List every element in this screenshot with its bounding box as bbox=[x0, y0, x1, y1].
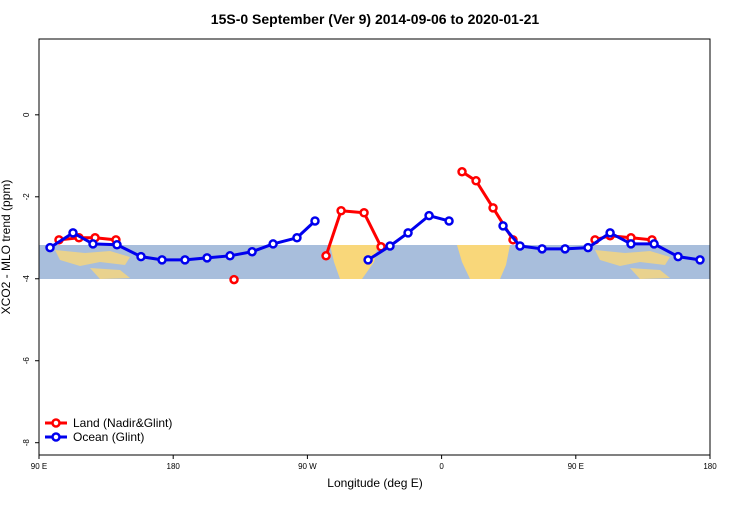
data-point bbox=[498, 221, 508, 231]
y-tick-label: -2 bbox=[22, 193, 31, 201]
data-point bbox=[403, 228, 413, 238]
y-tick-label: -6 bbox=[22, 357, 31, 365]
x-tick-label: 90 E bbox=[568, 462, 584, 471]
data-point bbox=[310, 216, 320, 226]
data-point bbox=[363, 255, 373, 265]
x-tick-label: 90 E bbox=[31, 462, 47, 471]
data-point bbox=[292, 233, 302, 243]
plot-frame bbox=[38, 38, 711, 456]
data-point bbox=[560, 244, 570, 254]
data-point bbox=[68, 228, 78, 238]
data-point bbox=[537, 244, 547, 254]
data-point bbox=[88, 239, 98, 249]
x-tick-label: 180 bbox=[703, 462, 717, 471]
data-point bbox=[202, 253, 212, 263]
data-point bbox=[695, 255, 705, 265]
data-point bbox=[626, 239, 636, 249]
data-point bbox=[359, 208, 369, 218]
data-point bbox=[247, 246, 257, 257]
x-tick-label: 90 W bbox=[298, 462, 317, 471]
map-band bbox=[39, 245, 710, 279]
y-tick-label: 0 bbox=[22, 112, 31, 117]
data-point bbox=[336, 205, 346, 216]
data-point bbox=[515, 241, 525, 251]
data-point bbox=[471, 176, 481, 186]
data-point bbox=[457, 167, 467, 177]
y-tick-label: -8 bbox=[22, 439, 31, 447]
legend-label: Land (Nadir&Glint) bbox=[73, 416, 172, 430]
chart-title: 15S-0 September (Ver 9) 2014-09-06 to 20… bbox=[211, 11, 540, 27]
data-point bbox=[444, 216, 454, 226]
data-point bbox=[180, 255, 190, 265]
legend-label: Ocean (Glint) bbox=[73, 430, 144, 444]
x-axis-label: Longitude (deg E) bbox=[327, 476, 422, 490]
data-point bbox=[45, 242, 55, 253]
data-point bbox=[649, 239, 659, 249]
series-line bbox=[58, 170, 653, 257]
data-point bbox=[488, 203, 498, 213]
data-point bbox=[112, 239, 122, 250]
y-axis-label: XCO2 - MLO trend (ppm) bbox=[0, 180, 13, 315]
legend-marker bbox=[51, 418, 61, 428]
x-tick-label: 180 bbox=[167, 462, 181, 471]
data-point bbox=[157, 255, 167, 265]
data-point bbox=[583, 242, 593, 253]
data-point bbox=[385, 241, 395, 251]
data-point bbox=[268, 239, 278, 249]
data-point bbox=[136, 251, 146, 262]
legend-marker bbox=[51, 432, 61, 442]
data-point bbox=[605, 228, 615, 238]
data-point bbox=[321, 251, 331, 261]
x-tick-label: 0 bbox=[439, 462, 444, 471]
data-point bbox=[424, 210, 434, 221]
data-point bbox=[229, 274, 239, 285]
y-tick-label: -4 bbox=[22, 275, 31, 283]
data-point bbox=[225, 251, 235, 261]
data-point bbox=[673, 251, 683, 262]
